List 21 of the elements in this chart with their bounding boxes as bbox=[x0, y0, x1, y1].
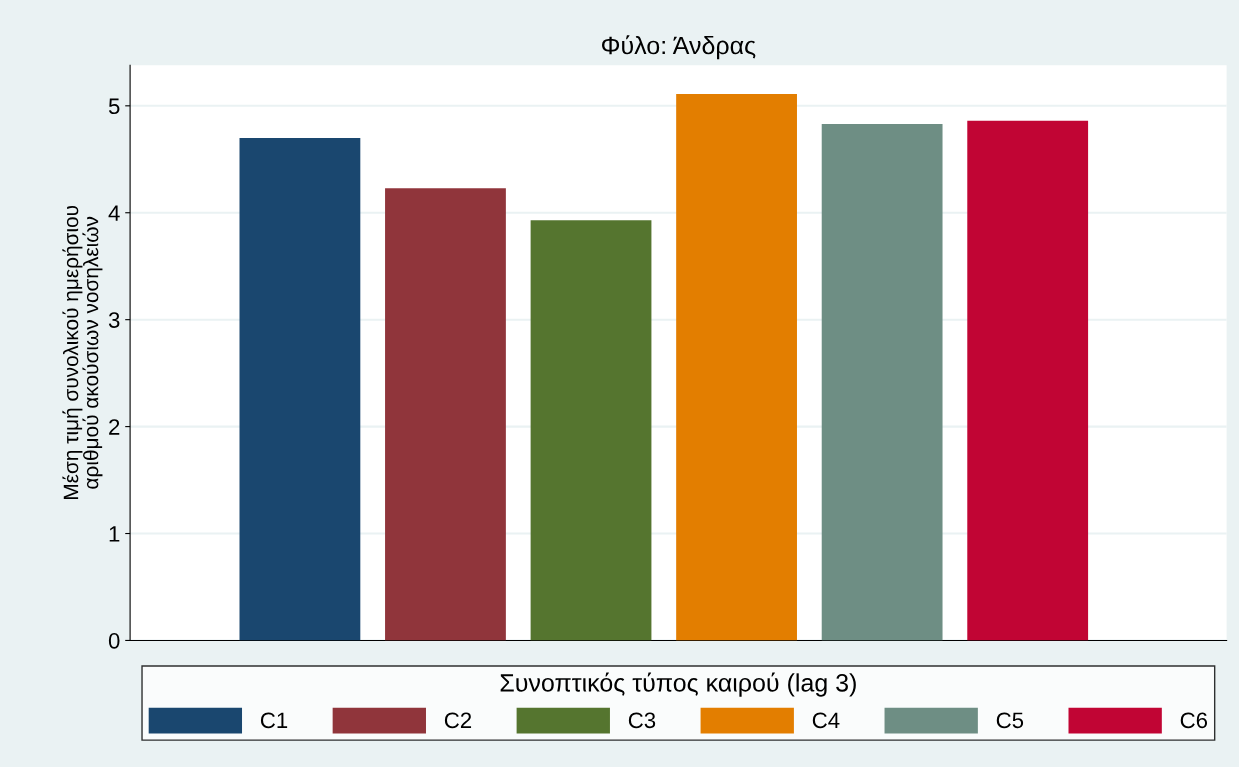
y-tick-label: 0 bbox=[108, 632, 120, 649]
y-tick-label: 4 bbox=[108, 205, 120, 221]
chart-title: Φύλο: Άνδρας bbox=[602, 35, 756, 60]
y-tick-label: 2 bbox=[109, 419, 120, 435]
y-tick-label: 5 bbox=[108, 98, 120, 115]
legend-label: C4 bbox=[812, 712, 840, 729]
y-tick-label: 1 bbox=[109, 526, 120, 542]
bar bbox=[239, 137, 361, 641]
bar bbox=[385, 188, 506, 641]
bar bbox=[676, 94, 797, 641]
y-axis-title: Μέση τιμή συνολικού ημερήσιου αριθμού ακούσιων νοσηλειών bbox=[62, 205, 103, 499]
bar bbox=[530, 220, 652, 641]
y-tick-label: 3 bbox=[108, 312, 120, 328]
bar bbox=[821, 124, 943, 641]
legend-label: C2 bbox=[444, 712, 472, 729]
bar bbox=[967, 120, 1089, 641]
legend-label: C3 bbox=[628, 712, 656, 729]
legend-label: C1 bbox=[260, 712, 288, 729]
legend-title: Συνοπτικός τύπος καιρού (lag 3) bbox=[500, 672, 856, 697]
legend-label: C5 bbox=[996, 712, 1024, 729]
legend-label: C6 bbox=[1180, 712, 1208, 729]
